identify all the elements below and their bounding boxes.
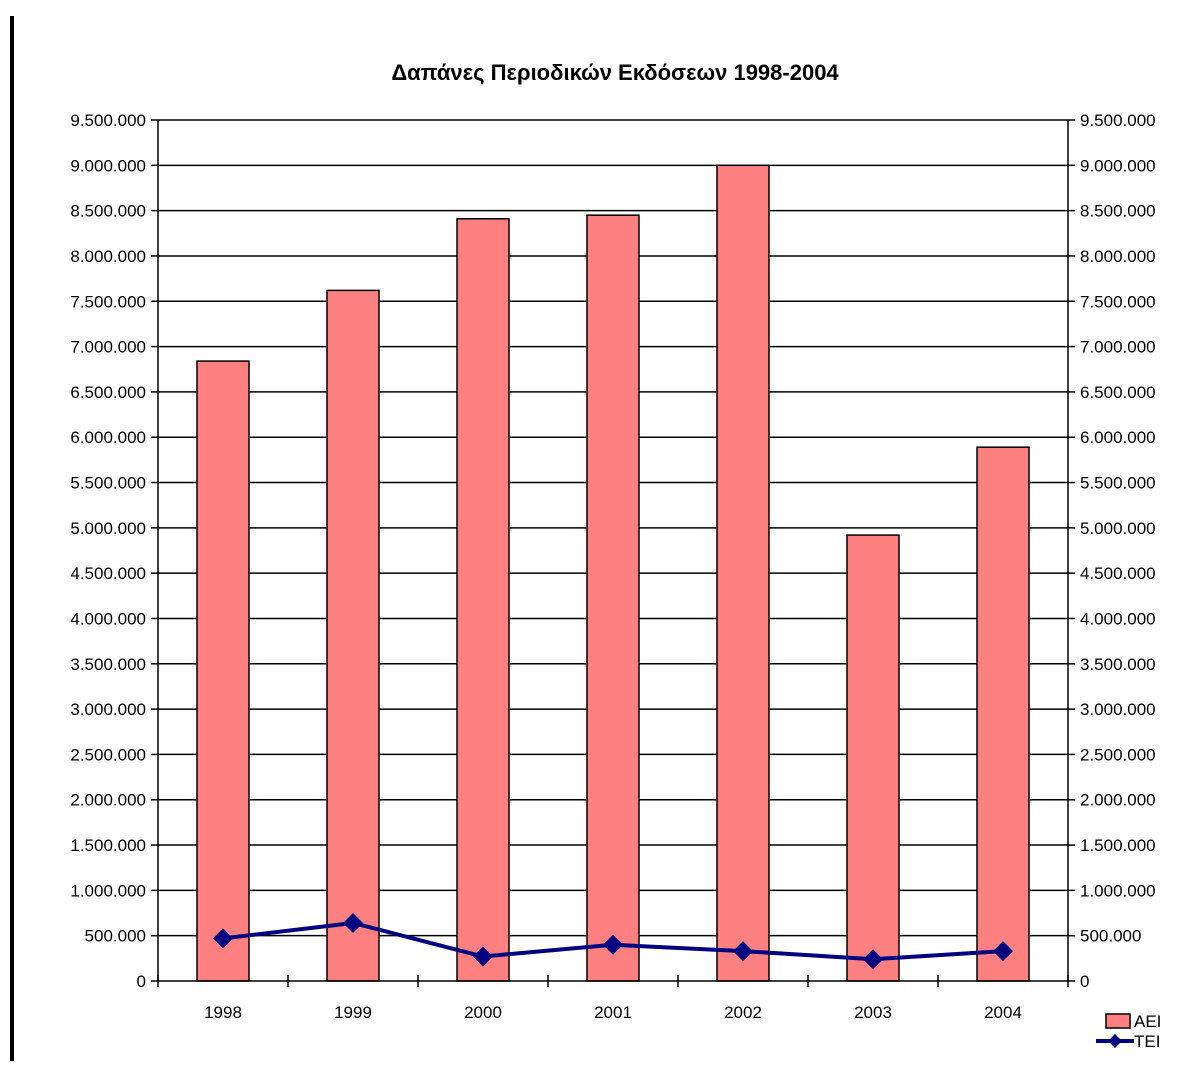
line-point-2004	[993, 941, 1013, 962]
y-tick-label-right: 5.500.000	[1080, 474, 1156, 493]
y-tick-label-right: 7.500.000	[1080, 292, 1156, 311]
label-layer: 0 0 500.000 500.000 1.000.000 1.000.000 1.500.…	[70, 111, 1155, 1022]
bar-2002	[716, 164, 770, 982]
x-tick-label: 2000	[464, 1003, 502, 1022]
line-layer	[213, 912, 1013, 970]
line-point-2000	[473, 946, 493, 967]
x-tick-label: 2002	[724, 1003, 762, 1022]
y-tick-label-left: 6.000.000	[70, 428, 146, 447]
axis-layer	[151, 119, 1075, 987]
x-tick-label: 1998	[204, 1003, 242, 1022]
line-point-1999	[343, 912, 363, 933]
legend-swatch-bar	[1105, 1013, 1131, 1029]
y-tick-label-left: 9.500.000	[70, 111, 146, 130]
y-tick-label-left: 1.500.000	[70, 836, 146, 855]
left-border-rule	[10, 16, 14, 1061]
line-point-2001	[603, 934, 623, 955]
bar-1998	[196, 360, 250, 982]
y-tick-label-right: 8.500.000	[1080, 202, 1156, 221]
bar-2003	[846, 534, 900, 982]
y-tick-label-left: 6.500.000	[70, 383, 146, 402]
y-tick-label-left: 2.500.000	[70, 745, 146, 764]
legend-marker-line	[1108, 1034, 1122, 1048]
y-tick-label-right: 500.000	[1080, 927, 1141, 946]
line-point-2003	[863, 949, 883, 970]
y-tick-label-right: 1.500.000	[1080, 836, 1156, 855]
bar-2000	[456, 218, 510, 982]
y-tick-label-right: 9.000.000	[1080, 156, 1156, 175]
y-tick-label-right: 7.000.000	[1080, 338, 1156, 357]
x-tick-label: 2001	[594, 1003, 632, 1022]
x-tick-label: 2003	[854, 1003, 892, 1022]
y-tick-label-left: 8.000.000	[70, 247, 146, 266]
y-tick-label-left: 500.000	[85, 927, 146, 946]
y-tick-label-right: 2.000.000	[1080, 791, 1156, 810]
legend-label-line: ΤΕΙ	[1134, 1032, 1160, 1051]
y-tick-label-left: 3.500.000	[70, 655, 146, 674]
y-tick-label-left: 7.500.000	[70, 292, 146, 311]
y-tick-label-left: 5.500.000	[70, 474, 146, 493]
y-tick-label-left: 1.000.000	[70, 881, 146, 900]
y-tick-label-left: 3.000.000	[70, 700, 146, 719]
y-tick-label-right: 9.500.000	[1080, 111, 1156, 130]
y-tick-label-right: 4.000.000	[1080, 609, 1156, 628]
y-tick-label-right: 3.500.000	[1080, 655, 1156, 674]
y-tick-label-right: 8.000.000	[1080, 247, 1156, 266]
bar-layer	[196, 164, 1030, 982]
y-tick-label-right: 6.000.000	[1080, 428, 1156, 447]
y-tick-label-left: 7.000.000	[70, 338, 146, 357]
bar-1999	[326, 289, 380, 982]
y-tick-label-left: 9.000.000	[70, 156, 146, 175]
y-tick-label-left: 2.000.000	[70, 791, 146, 810]
y-tick-label-left: 5.000.000	[70, 519, 146, 538]
y-tick-label-right: 2.500.000	[1080, 745, 1156, 764]
x-tick-label: 2004	[984, 1003, 1022, 1022]
y-tick-label-left: 4.500.000	[70, 564, 146, 583]
x-tick-label: 1999	[334, 1003, 372, 1022]
line-point-1998	[213, 928, 233, 949]
y-tick-label-right: 3.000.000	[1080, 700, 1156, 719]
y-tick-label-right: 5.000.000	[1080, 519, 1156, 538]
line-point-2002	[733, 941, 753, 962]
y-tick-label-left: 0	[137, 972, 146, 991]
chart-title: Δαπάνες Περιοδικών Εκδόσεων 1998-2004	[391, 60, 839, 85]
y-tick-label-left: 4.000.000	[70, 609, 146, 628]
y-tick-label-left: 8.500.000	[70, 202, 146, 221]
y-tick-label-right: 6.500.000	[1080, 383, 1156, 402]
bar-2001	[586, 214, 640, 982]
legend-label-bar: ΑΕΙ	[1134, 1012, 1161, 1031]
y-tick-label-right: 0	[1080, 972, 1089, 991]
y-tick-label-right: 1.000.000	[1080, 881, 1156, 900]
bar-2004	[976, 446, 1030, 982]
y-tick-label-right: 4.500.000	[1080, 564, 1156, 583]
